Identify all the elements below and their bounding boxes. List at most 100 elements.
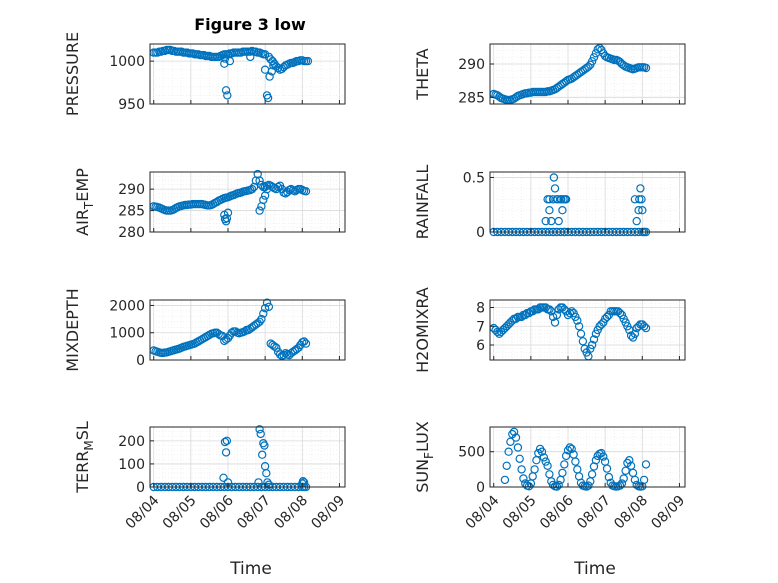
figure-title: Figure 3 low [194,15,306,34]
data-point [504,447,513,456]
data-point [589,53,599,62]
data-point [557,195,566,204]
data-point [298,477,308,486]
axes-box [149,43,346,105]
data-point [519,474,528,483]
data-point [587,340,597,350]
series-markers [489,43,651,105]
data-point [602,464,612,473]
data-point [549,173,559,182]
series-markers [149,169,311,226]
data-point [550,318,560,327]
data-point [220,54,230,63]
data-point [219,473,228,482]
data-point [221,448,231,457]
plot-area [150,427,345,487]
data-point [255,176,264,185]
plot-area [490,172,685,232]
data-point [301,187,311,196]
data-point [222,214,232,223]
panel-air_temp: 280 285 290 AIRTEMP [73,168,346,241]
data-point [615,481,625,490]
axes-box [149,171,346,233]
data-point [246,52,255,62]
data-point [301,339,311,348]
data-point [639,475,649,485]
data-point [617,310,627,320]
y-tick-label: 200 [118,434,145,450]
y-tick-label: 0 [136,480,145,496]
y-tick-label: 100 [118,457,145,473]
data-point [530,465,539,474]
data-point [220,437,230,447]
data-point [550,184,560,193]
x-tick-label: 08/07 [574,493,614,533]
data-point [615,308,625,318]
data-point [259,309,268,318]
y-tick-label: 500 [458,445,485,461]
series-markers [149,45,313,103]
x-axis-label-right: Time [573,559,616,579]
y-tick-label: 950 [118,97,145,113]
data-point [225,56,235,66]
y-tick-label: 285 [458,90,485,106]
data-point [265,72,274,81]
grid [490,172,685,233]
data-point [493,327,502,337]
x-tick-label: 08/08 [271,493,311,533]
x-tick-label: 08/04 [123,492,163,532]
data-point [589,335,599,344]
data-point [578,337,588,346]
y-axis-label: PRESSURE [63,32,82,116]
data-point [223,208,233,217]
grid [490,427,685,488]
data-point [604,472,614,482]
data-point [543,461,552,470]
data-point [255,206,264,215]
data-point [506,437,515,446]
data-point [537,447,547,456]
data-point [591,456,601,465]
data-point [272,343,281,352]
data-point [299,337,309,346]
y-tick-label: 8 [476,301,485,317]
data-point [599,452,608,461]
x-tick-label: 08/05 [160,493,200,533]
y-axis-label: AIRTEMP [73,168,96,236]
data-point [299,478,309,487]
data-point [558,205,567,215]
data-point [571,457,580,466]
data-point [264,302,274,311]
data-point [619,474,628,483]
data-point [260,441,269,450]
data-point [258,450,267,459]
axes-box [489,299,686,361]
data-point [602,312,612,322]
data-point [560,305,569,314]
data-point [573,316,582,325]
y-axis-label: RAINFALL [413,165,432,240]
x-tick-label: 08/09 [308,493,348,533]
data-point [511,433,521,442]
data-point [584,481,593,490]
data-point [262,469,271,478]
data-point [586,344,595,353]
data-point [597,320,606,329]
data-point [641,460,651,469]
data-point [641,63,651,73]
data-point [500,475,510,485]
axes-box [149,299,346,361]
data-point [259,195,268,205]
series-markers [489,303,651,361]
data-point [625,456,634,465]
data-point [641,323,651,333]
data-point [279,350,288,360]
y-axis-label: THETA [413,48,432,100]
data-point [263,478,272,487]
data-point [273,63,283,73]
data-point [567,307,576,316]
data-point [558,468,567,478]
y-tick-label: 0 [476,225,485,241]
